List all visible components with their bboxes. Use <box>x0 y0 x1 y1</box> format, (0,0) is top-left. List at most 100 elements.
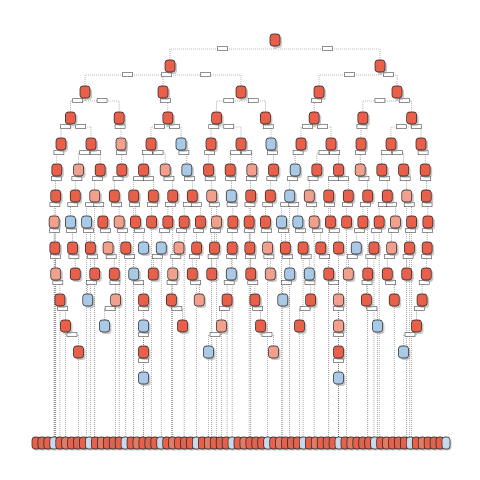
tree-edge <box>347 254 357 268</box>
tree-edge <box>250 280 256 294</box>
split-label <box>104 306 116 311</box>
tree-node <box>269 33 281 47</box>
tree-edge <box>294 150 302 164</box>
tree-edge <box>338 176 349 190</box>
tree-node <box>245 189 257 203</box>
tree-node <box>401 267 413 281</box>
tree-node <box>385 137 397 151</box>
tree-node <box>157 85 169 99</box>
split-label <box>79 150 90 155</box>
tree-node <box>203 345 214 359</box>
tree-node <box>147 267 159 281</box>
tree-node <box>420 189 432 203</box>
tree-node <box>381 189 393 203</box>
tree-node <box>388 293 400 307</box>
tree-node <box>128 267 140 281</box>
tree-node <box>374 59 386 73</box>
split-label <box>396 124 407 129</box>
tree-node <box>305 293 316 307</box>
tree-node <box>398 345 409 359</box>
tree-node <box>376 163 388 177</box>
tree-node <box>225 267 237 281</box>
tree-edge <box>265 124 272 138</box>
tree-node <box>401 189 413 203</box>
tree-node <box>138 163 149 177</box>
tree-node <box>386 241 398 255</box>
tree-node <box>50 267 62 281</box>
tree-node <box>84 241 96 255</box>
tree-node <box>211 215 222 229</box>
split-label <box>230 150 241 155</box>
split-label <box>112 176 124 181</box>
tree-node <box>159 163 171 177</box>
split-label <box>60 124 71 129</box>
split-label <box>152 150 164 155</box>
split-label <box>154 124 165 129</box>
tree-node <box>368 241 380 255</box>
split-label <box>365 254 377 259</box>
tree-node <box>186 267 198 281</box>
split-label <box>299 306 311 311</box>
tree-node <box>246 163 258 177</box>
leaf-row <box>31 436 452 451</box>
tree-edge <box>289 202 299 216</box>
tree-node <box>221 293 233 307</box>
tree-node <box>295 137 307 151</box>
tree-node <box>308 111 320 125</box>
tree-edge <box>346 202 349 216</box>
tree-node <box>128 189 140 203</box>
tree-node <box>342 267 354 281</box>
split-label <box>247 98 259 103</box>
tree-node <box>342 189 354 203</box>
split-label <box>159 228 170 233</box>
split-label <box>381 150 392 155</box>
tree-node <box>54 293 66 307</box>
tree-node <box>262 241 273 255</box>
tree-node <box>303 267 315 281</box>
tree-node <box>162 111 174 125</box>
tree-node <box>113 111 125 125</box>
tree-edge <box>180 150 188 164</box>
tree-node <box>69 267 81 281</box>
tree-edge <box>55 280 61 294</box>
tree-node <box>65 215 76 229</box>
tree-node <box>244 241 256 255</box>
tree-node <box>323 267 335 281</box>
tree-node <box>354 163 366 177</box>
tree-node <box>145 137 157 151</box>
tree-node <box>186 189 198 203</box>
tree-edge <box>386 202 396 216</box>
tree-node <box>108 267 120 281</box>
tree-node <box>162 215 174 229</box>
tree-node <box>284 267 296 281</box>
tree-node <box>138 371 149 385</box>
tree-node <box>113 215 125 229</box>
tree-node <box>373 215 385 229</box>
tree-node <box>225 189 237 203</box>
tree-node <box>313 85 325 99</box>
tree-node <box>245 267 257 281</box>
split-label <box>217 46 228 51</box>
tree-edge <box>391 228 396 242</box>
tree-node <box>323 189 335 203</box>
tree-node <box>341 215 352 229</box>
tree-edge <box>230 202 234 216</box>
tree-node <box>216 319 227 333</box>
tree-node <box>357 111 369 125</box>
tree-node <box>193 293 205 307</box>
split-label <box>151 254 163 259</box>
tree-node <box>277 293 289 307</box>
split-label <box>161 72 172 77</box>
tree-node <box>130 215 141 229</box>
tree-node <box>294 319 305 333</box>
tree-node <box>102 241 114 255</box>
tree-node <box>297 241 309 255</box>
split-label <box>96 98 108 103</box>
tree-edge <box>360 124 364 138</box>
split-label <box>223 124 235 129</box>
tree-node <box>178 215 190 229</box>
split-label <box>414 306 425 311</box>
tree-node <box>350 241 362 255</box>
tree-node <box>108 189 120 203</box>
